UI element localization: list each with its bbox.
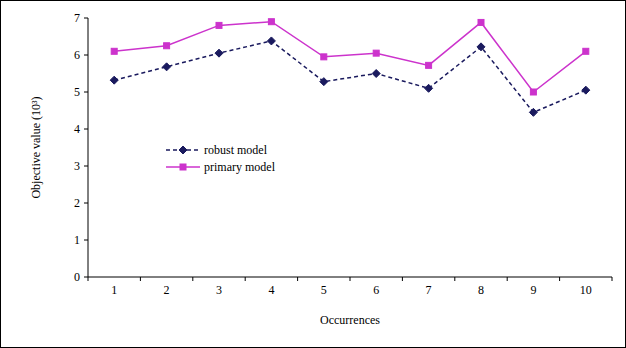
series-line [114,41,586,112]
x-tick [297,277,298,281]
x-axis-label: Occurrences [320,313,380,327]
point-marker [215,49,223,57]
x-tick-label: 6 [373,283,379,297]
point-marker [373,50,379,56]
legend-label: robust model [204,143,268,157]
point-marker [478,19,484,25]
x-tick-label: 2 [164,283,170,297]
x-tick-label: 1 [111,283,117,297]
point-marker [582,86,590,94]
x-tick [507,277,508,281]
point-marker [268,19,274,25]
y-tick [84,18,88,19]
x-tick [192,277,193,281]
x-tick-label: 3 [216,283,222,297]
y-tick [84,55,88,56]
x-tick-label: 4 [268,283,274,297]
point-marker [583,48,589,54]
legend-label: primary model [204,160,276,174]
x-tick [612,277,613,281]
x-tick-label: 5 [321,283,327,297]
point-marker [320,78,328,86]
chart: 0 1 2 3 4 5 6 7 1 2 3 4 5 6 7 8 9 10 Occurrences Objective … [0,0,626,348]
y-tick-label: 3 [74,159,80,173]
point-marker [164,43,170,49]
x-tick [350,277,351,281]
y-tick-label: 2 [74,196,80,210]
x-tick-label: 7 [426,283,432,297]
y-tick-label: 1 [74,233,80,247]
y-axis-label: Objective value (10³) [29,96,43,198]
x-tick [88,277,89,281]
point-marker [372,70,380,78]
point-marker [111,48,117,54]
y-tick [84,203,88,204]
x-tick-label: 10 [580,283,592,297]
point-marker [477,43,485,51]
legend-marker [180,164,186,170]
point-marker [216,22,222,28]
x-tick [454,277,455,281]
point-marker [110,76,118,84]
y-tick-label: 7 [74,11,80,25]
y-axis [88,18,89,277]
x-tick [140,277,141,281]
point-marker [530,89,536,95]
point-marker [529,108,537,116]
y-tick-label: 5 [74,85,80,99]
x-tick-label: 9 [530,283,536,297]
x-tick [559,277,560,281]
y-tick [84,277,88,278]
point-marker [267,37,275,45]
y-tick-label: 0 [74,270,80,284]
point-marker [321,54,327,60]
series-line [114,22,586,92]
point-marker [163,63,171,71]
point-marker [425,84,433,92]
x-tick [245,277,246,281]
x-tick-label: 8 [478,283,484,297]
y-tick [84,166,88,167]
y-tick [84,92,88,93]
plot-area [110,19,590,117]
y-tick [84,129,88,130]
point-marker [426,62,432,68]
legend: robust model primary model [166,143,276,174]
y-tick [84,240,88,241]
outer-frame [1,1,626,348]
x-tick [402,277,403,281]
y-tick-label: 6 [74,48,80,62]
y-tick-label: 4 [74,122,80,136]
legend-marker [179,146,187,154]
